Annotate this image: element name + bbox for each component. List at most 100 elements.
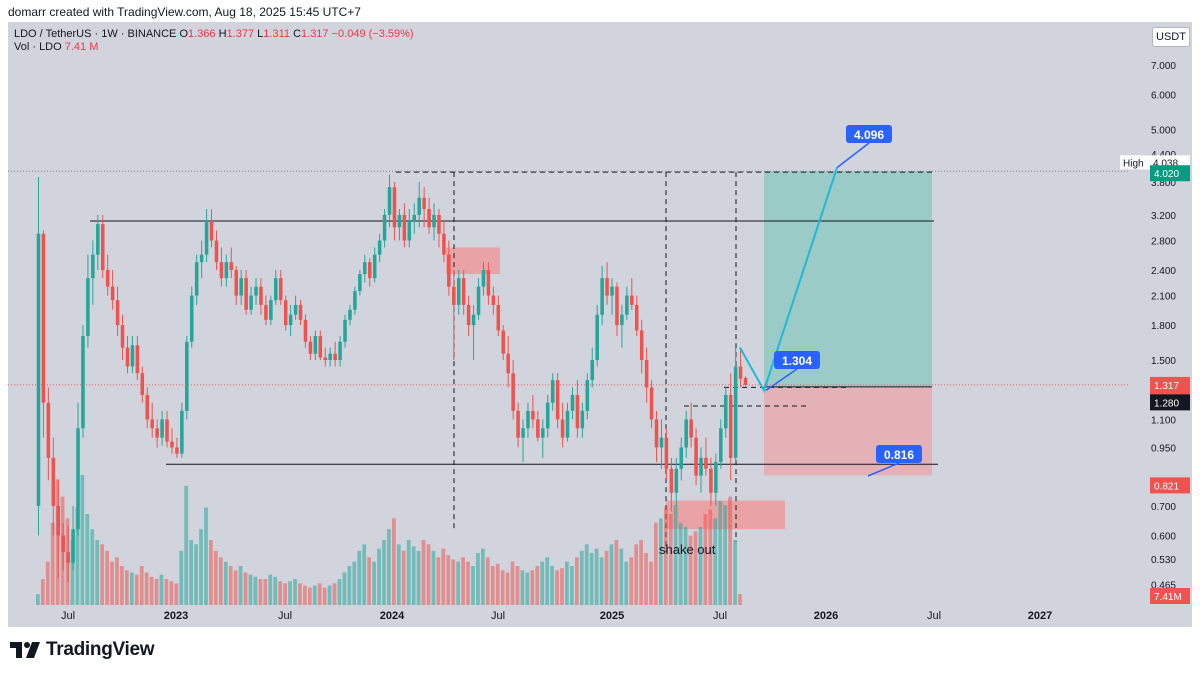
candle-body [135, 345, 140, 374]
candle-body [452, 286, 456, 305]
volume-bar [649, 561, 653, 605]
volume-bar [416, 550, 421, 605]
candle-body [81, 336, 85, 429]
stop-tag: 0.821 [1154, 481, 1179, 492]
y-tick-label: 0.465 [1151, 580, 1176, 591]
candle-body [274, 278, 278, 301]
legend-volume: 7.41 M [64, 41, 99, 53]
volume-bar [461, 557, 465, 605]
candle-body [125, 347, 130, 367]
volume-bar [253, 576, 258, 605]
volume-bar [535, 566, 540, 605]
volume-bar [451, 559, 456, 605]
candle-body [155, 428, 159, 438]
volume-bar [673, 505, 678, 605]
candle-body [417, 197, 421, 215]
y-tick-label: 3.800 [1151, 178, 1176, 189]
volume-bar [505, 572, 510, 605]
candle-body [41, 233, 46, 403]
candle-body [719, 428, 723, 463]
volume-bar [471, 566, 475, 605]
volume-bar [659, 518, 663, 605]
volume-bar [322, 587, 327, 605]
stop-price-label: 0.816 [884, 448, 914, 462]
volume-bar [50, 522, 55, 605]
candle-body [303, 319, 308, 342]
volume-bar [387, 529, 391, 605]
y-tick-label: 2.800 [1151, 236, 1176, 247]
volume-bar [125, 570, 129, 605]
candle-body [723, 394, 728, 429]
candle-body [219, 262, 224, 279]
candle-body [570, 394, 575, 411]
candle-body [66, 552, 70, 563]
candle-body [130, 345, 135, 367]
volume-bar [678, 522, 683, 605]
volume-bar [668, 514, 673, 605]
candle-body [189, 295, 194, 342]
legend-volume-row: Vol · LDO 7.41 M [14, 41, 414, 54]
volume-bar [164, 579, 169, 605]
volume-bar [490, 566, 495, 605]
candle-body [318, 336, 323, 358]
candle-body [51, 457, 56, 506]
currency-button[interactable]: USDT [1152, 27, 1190, 47]
volume-bar [663, 507, 668, 605]
volume-bar [129, 572, 134, 605]
candle-body [669, 468, 674, 493]
volume-bar [312, 585, 317, 605]
candle-body [382, 214, 387, 241]
volume-bar [174, 583, 179, 605]
tradingview-logo-icon [10, 642, 40, 658]
price-chart[interactable]: 7.0006.0005.0004.4003.8003.2002.8002.400… [8, 22, 1192, 627]
candle-body [96, 224, 100, 255]
volume-bar [154, 579, 159, 605]
volume-bar [431, 550, 436, 605]
volume-bar [189, 540, 194, 605]
candle-body [585, 380, 590, 411]
candle-body [694, 437, 698, 476]
legend-open-label: O [179, 28, 189, 40]
volume-bar [693, 531, 698, 605]
volume-bar [362, 544, 367, 605]
volume-bar [723, 505, 728, 605]
volume-bar [139, 566, 144, 605]
candle-body [545, 402, 550, 429]
candle-body [254, 286, 258, 296]
candle-body [654, 419, 659, 448]
candle-body [422, 197, 426, 210]
chart-area[interactable]: 7.0006.0005.0004.4003.8003.2002.8002.400… [8, 22, 1192, 627]
volume-bar [278, 581, 283, 605]
candle-body [323, 357, 328, 360]
volume-bar [683, 527, 688, 605]
footer-brand[interactable]: TradingView [10, 638, 155, 662]
y-tick-label: 2.100 [1151, 292, 1176, 303]
candle-body [649, 387, 654, 420]
volume-bar [303, 585, 307, 605]
y-tick-label: 5.000 [1151, 125, 1176, 136]
shake-out-annotation: shake out [659, 542, 716, 557]
candle-body [664, 437, 669, 469]
y-tick-label: 3.200 [1151, 211, 1176, 222]
volume-bar [332, 583, 337, 605]
volume-bar [214, 550, 218, 605]
high-tag: 4.020 [1154, 169, 1179, 180]
volume-bar [159, 574, 164, 605]
candle-body [407, 220, 412, 241]
candle-body [278, 278, 283, 301]
volume-bar [70, 540, 75, 605]
candle-body [145, 394, 150, 420]
last-price-tag: 1.317 [1154, 381, 1179, 392]
candle-body [259, 286, 263, 305]
candle-body [659, 437, 664, 448]
candle-body [185, 341, 189, 411]
candle-body [353, 291, 357, 310]
candle-body [358, 274, 362, 292]
volume-bar [589, 553, 594, 605]
volume-tag-bg [1150, 588, 1190, 604]
candle-body [214, 240, 219, 263]
time-axis [8, 605, 1192, 627]
volume-bar [85, 514, 90, 605]
candle-body [313, 336, 318, 354]
volume-bar [698, 527, 703, 605]
